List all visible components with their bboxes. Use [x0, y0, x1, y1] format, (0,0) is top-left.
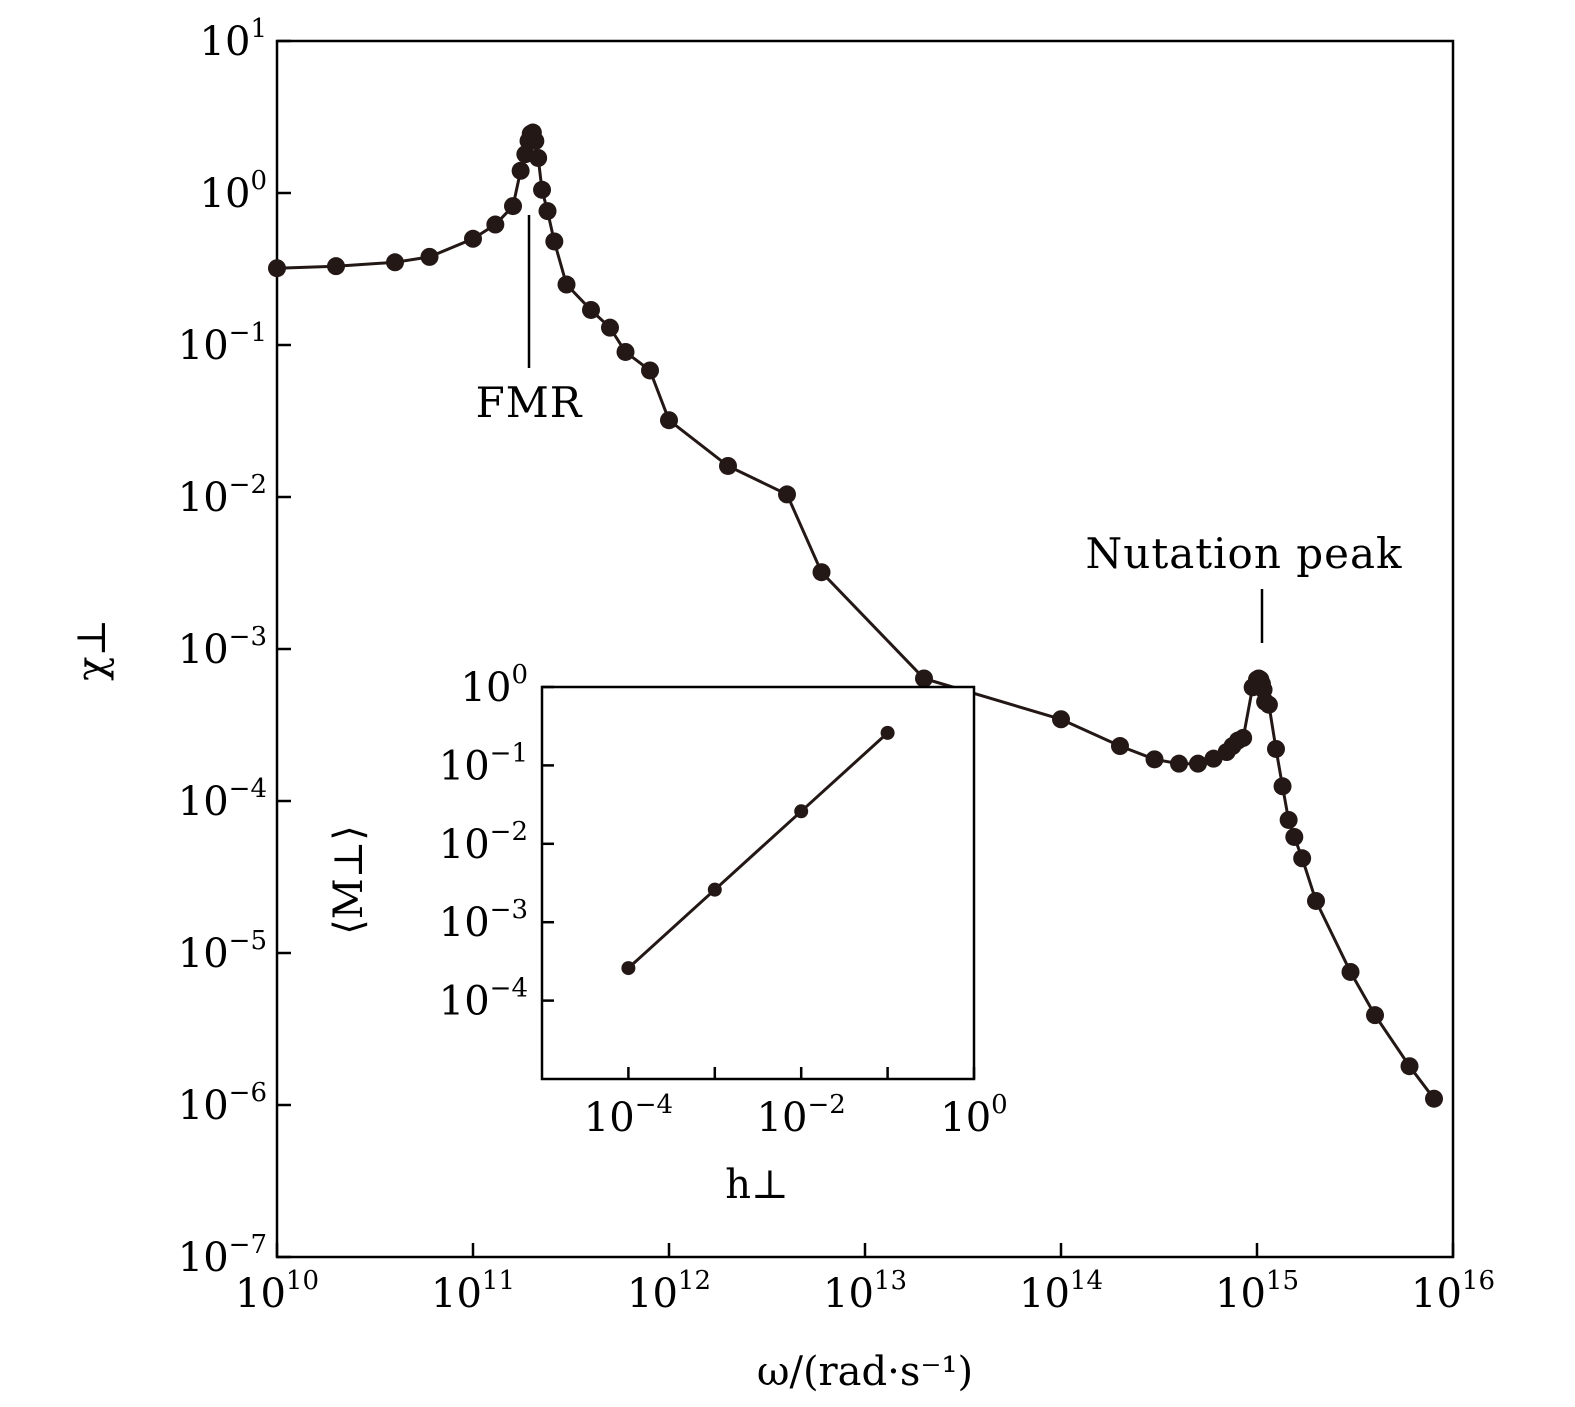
main-data-point [268, 259, 286, 278]
main-ticks: 1010 1011 1012 1013 1014 1015 101610110010−110… [178, 14, 1495, 1317]
main-data-point [1170, 754, 1189, 773]
main-data-point [545, 232, 564, 251]
main-data-point [1285, 827, 1304, 846]
main-data-point [1279, 810, 1298, 829]
main-x-axis-title: ω/(rad·s⁻¹) [757, 1349, 973, 1395]
main-x-tick-label: 1013 [823, 1266, 907, 1317]
main-data-point [420, 247, 439, 266]
inset-x-tick-label: 100 [940, 1090, 1007, 1141]
main-data-point [1259, 695, 1278, 714]
main-y-tick-label: 10−6 [178, 1078, 267, 1129]
nutation-peak-annotation: Nutation peak [1086, 529, 1403, 578]
main-data-point [464, 229, 482, 248]
main-x-tick-label: 1010 [235, 1266, 319, 1317]
main-plot: 1010 1011 1012 1013 1014 1015 101610110010−110… [69, 14, 1495, 1395]
main-data-point [778, 485, 797, 504]
fmr-annotation: FMR [476, 378, 583, 427]
main-data-point [1400, 1057, 1419, 1076]
inset-y-tick-label: 100 [461, 660, 528, 711]
main-data-point [1425, 1089, 1444, 1108]
main-x-tick-label: 1014 [1019, 1266, 1103, 1317]
main-data-point [1188, 754, 1207, 773]
main-data-point [915, 669, 934, 688]
inset-x-tick-label: 10−4 [584, 1090, 673, 1141]
main-data-point [660, 411, 678, 430]
main-data-point [504, 197, 523, 216]
main-x-tick-label: 1015 [1215, 1266, 1299, 1317]
main-data-point [1273, 777, 1292, 796]
main-data-point [1234, 728, 1253, 747]
main-data-point [600, 318, 619, 337]
inset-data-point [794, 804, 809, 819]
main-data-point [641, 361, 660, 380]
inset-data-point [621, 961, 636, 976]
inset-x-axis-title: h⊥ [725, 1162, 788, 1208]
main-y-tick-label: 10−7 [178, 1230, 267, 1281]
inset-plot: 10−4 10−2 100 100 10−1 10−2 10−3 10−4 h⊥ ⟨M⊥⟩ [326, 660, 1008, 1208]
main-data-point [1052, 710, 1070, 729]
inset-plot-frame [540, 685, 976, 1081]
main-x-tick-label: 1011 [431, 1266, 515, 1317]
main-data-point [529, 148, 548, 167]
main-x-tick-label: 1016 [1411, 1266, 1495, 1317]
main-data-point [538, 202, 557, 221]
inset-ticks: 10−4 10−2 100 100 10−1 10−2 10−3 10−4 [439, 660, 1008, 1141]
main-data-point [616, 342, 635, 361]
main-y-tick-label: 100 [200, 166, 267, 217]
inset-series-line [627, 731, 889, 970]
main-y-tick-label: 10−2 [178, 470, 267, 521]
main-data-point [1366, 1006, 1385, 1025]
main-data-point [1111, 737, 1130, 756]
inset-x-tick-label: 10−2 [757, 1090, 846, 1141]
main-y-tick-label: 10−3 [178, 622, 267, 673]
inset-data-point [880, 725, 895, 740]
main-data-point [812, 563, 831, 582]
main-data-point [1266, 739, 1285, 758]
inset-data-point [707, 882, 722, 897]
main-data-point [386, 253, 405, 272]
main-y-axis-title: χ⊥ [69, 619, 115, 681]
main-data-point [526, 131, 545, 150]
main-data-point [1341, 962, 1360, 981]
main-y-tick-label: 10−1 [178, 318, 267, 369]
inset-y-tick-label: 10−4 [439, 974, 528, 1025]
inset-y-tick-label: 10−3 [439, 895, 528, 946]
main-x-tick-label: 1012 [627, 1266, 711, 1317]
main-y-tick-label: 10−4 [178, 774, 267, 825]
main-data-point [511, 161, 530, 180]
main-data-point [719, 456, 738, 475]
inset-y-tick-label: 10−2 [439, 817, 528, 868]
main-data-point [327, 257, 346, 276]
main-data-point [533, 180, 552, 199]
main-data-point [1307, 891, 1326, 910]
main-data-point [486, 215, 505, 234]
main-y-tick-label: 101 [200, 14, 267, 65]
main-series-points [268, 123, 1444, 1108]
main-data-point [1293, 849, 1312, 868]
main-data-point [1145, 750, 1164, 769]
main-data-point [582, 300, 601, 319]
inset-y-tick-label: 10−1 [439, 738, 528, 789]
inset-y-axis-title: ⟨M⊥⟩ [326, 825, 372, 935]
main-y-tick-label: 10−5 [178, 926, 267, 977]
main-data-point [557, 275, 576, 294]
inset-series-points [621, 725, 895, 976]
